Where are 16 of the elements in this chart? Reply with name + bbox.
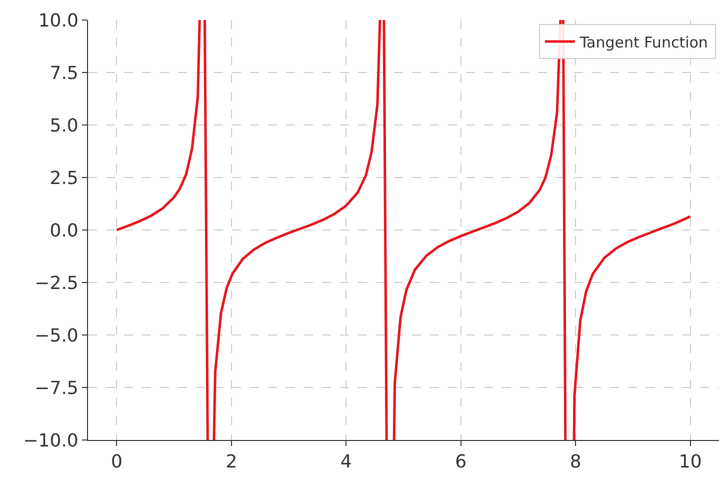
y-tick-label: −2.5 xyxy=(34,272,78,294)
y-tick-label: 5.0 xyxy=(50,115,78,136)
y-tick-label: −5.0 xyxy=(34,325,78,346)
y-tick-label: −7.5 xyxy=(34,378,78,399)
y-tick-label: 10.0 xyxy=(38,10,78,32)
x-tick-label: 6 xyxy=(455,452,467,473)
legend-label: Tangent Function xyxy=(578,33,708,52)
x-tick-label: 0 xyxy=(110,452,122,473)
x-tick-label: 10 xyxy=(678,452,702,473)
y-tick-label: 0.0 xyxy=(50,220,78,242)
y-tick-label: −10.0 xyxy=(23,430,78,452)
x-tick-label: 8 xyxy=(570,452,582,473)
y-tick-label: 7.5 xyxy=(50,62,78,84)
x-tick-label: 4 xyxy=(340,452,352,473)
x-tick-label: 2 xyxy=(226,452,238,473)
y-tick-label: 2.5 xyxy=(50,168,78,189)
